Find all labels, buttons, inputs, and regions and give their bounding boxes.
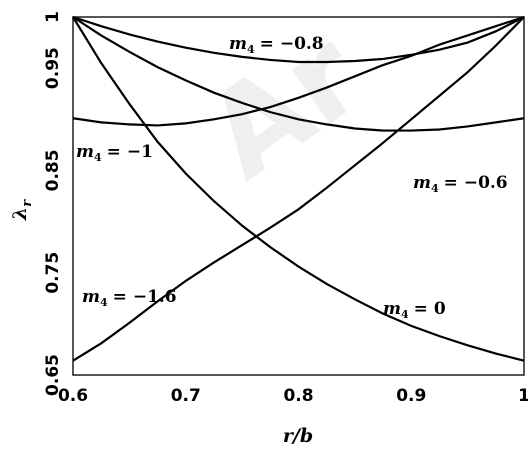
annotation-variable: m <box>413 173 431 193</box>
y-axis-label-main: λ <box>9 207 31 221</box>
annotation-subscript: 4 <box>401 308 409 321</box>
annotation-variable: m <box>229 34 247 54</box>
annotation-value: = −1 <box>107 142 153 162</box>
curves <box>72 15 525 362</box>
x-tick-label: 0.7 <box>171 386 201 406</box>
annotation-value: = −1.6 <box>113 287 177 307</box>
plot-frame <box>72 16 525 376</box>
annotation-value: = −0.6 <box>444 173 508 193</box>
series-line-0 <box>72 16 525 362</box>
curve-annotation: m4 = −0.6 <box>413 173 508 195</box>
series-line-1 <box>72 16 525 132</box>
curve-annotation: m4 = −1 <box>76 142 153 164</box>
x-tick-label: 0.9 <box>396 386 426 406</box>
y-tick-label: 0.85 <box>43 149 63 191</box>
annotation-subscript: 4 <box>100 296 108 309</box>
annotation-subscript: 4 <box>247 43 255 56</box>
annotation-value: = 0 <box>414 299 446 319</box>
y-axis-label-sub: r <box>20 199 35 207</box>
y-tick-label: 0.95 <box>43 47 63 89</box>
annotation-variable: m <box>383 299 401 319</box>
annotation-subscript: 4 <box>431 182 439 195</box>
x-ticks: 0.6 0.7 0.8 0.9 1 <box>58 386 528 406</box>
curve-annotation: m4 = −1.6 <box>82 287 177 309</box>
series-line-2 <box>72 15 525 64</box>
y-tick-label: 0.65 <box>43 354 63 396</box>
annotation-value: = −0.8 <box>260 34 324 54</box>
y-axis-label: λr <box>9 199 35 221</box>
series-line-4 <box>72 16 525 362</box>
y-tick-label: 0.75 <box>43 252 63 294</box>
annotation-subscript: 4 <box>94 151 102 164</box>
x-axis-label: r/b <box>283 425 313 447</box>
y-ticks: 0.65 0.75 0.85 0.95 1 <box>43 11 63 396</box>
annotations: m4 = −0.8m4 = −1m4 = −0.6m4 = −1.6m4 = 0 <box>76 34 508 321</box>
annotation-variable: m <box>76 142 94 162</box>
x-tick-label: 0.8 <box>283 386 313 406</box>
x-tick-label: 1 <box>518 386 528 406</box>
curve-annotation: m4 = −0.8 <box>229 34 324 56</box>
y-tick-label: 1 <box>43 11 63 23</box>
annotation-variable: m <box>82 287 100 307</box>
series-line-3 <box>72 15 525 127</box>
x-tick-label: 0.6 <box>58 386 88 406</box>
curve-annotation: m4 = 0 <box>383 299 446 321</box>
